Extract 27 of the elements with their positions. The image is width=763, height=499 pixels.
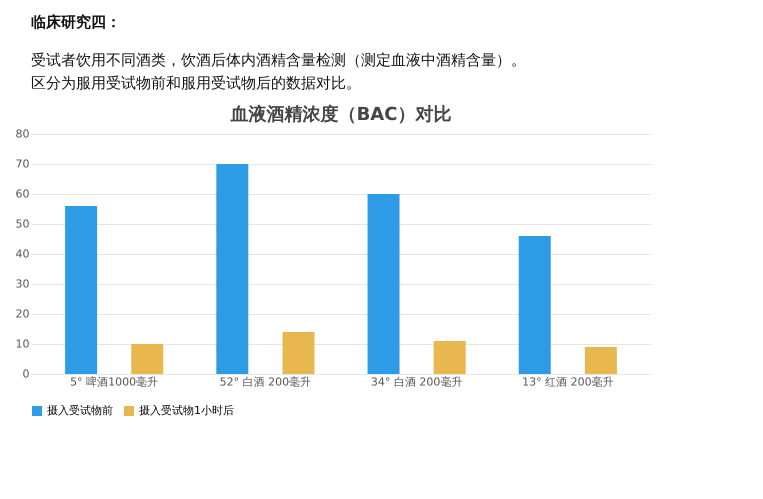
bar [368, 194, 400, 374]
y-tick-label: 0 [22, 368, 30, 380]
y-tick-label: 80 [16, 128, 30, 140]
text: 受试者饮用不同酒类，饮酒后体内酒精含量检测（测定血液中酒精含量）。 [31, 51, 526, 69]
text: 临床研究四： [31, 13, 121, 31]
bar [131, 344, 164, 374]
x-tick-label: 13° 红酒 200毫升 [522, 376, 614, 388]
bar [518, 236, 551, 374]
x-tick-label: 52° 白酒 200毫升 [220, 376, 312, 388]
bar [584, 347, 617, 374]
y-tick-label: 10 [16, 338, 30, 350]
x-tick-label: 5° 啤酒1000毫升 [70, 376, 158, 388]
text: 区分为服用受试物前和服用受试物后的数据对比。 [31, 74, 361, 92]
y-tick-label: 50 [16, 218, 30, 230]
legend-label: 摄入受试物1小时后 [139, 404, 234, 417]
bar [65, 206, 98, 374]
y-tick-label: 40 [16, 248, 30, 260]
chart-title: 血液酒精浓度（BAC）对比 [230, 104, 452, 125]
y-tick-label: 20 [16, 308, 30, 320]
bar [434, 341, 466, 374]
x-tick-label: 34° 白酒 200毫升 [370, 376, 462, 388]
legend-label: 摄入受试物前 [47, 404, 113, 417]
bar [216, 164, 248, 374]
y-tick-label: 30 [16, 278, 30, 290]
y-tick-label: 60 [16, 188, 30, 200]
y-tick-label: 70 [16, 158, 30, 170]
bar [282, 332, 314, 374]
